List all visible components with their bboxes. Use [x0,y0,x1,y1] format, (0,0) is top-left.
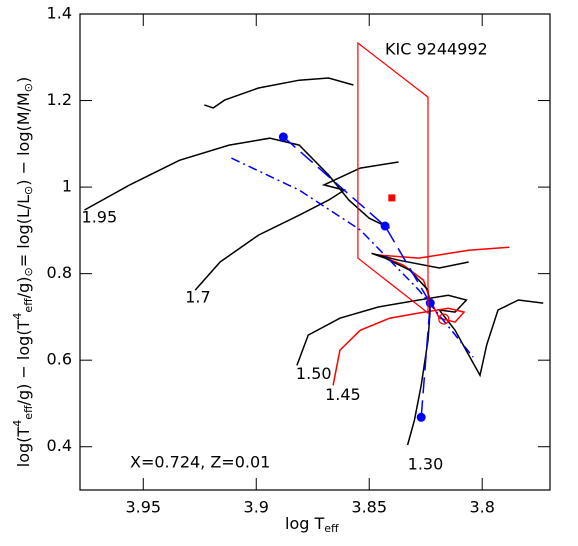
y-tick-label: 0.6 [47,350,72,369]
y-axis-label-part: ⊙ [22,186,35,195]
y-tick-label: 0.8 [47,263,72,282]
point-marker [380,221,390,231]
point-marker [278,132,288,142]
point-marker [388,194,396,202]
track-label: 1.45 [325,385,361,404]
track-line [282,136,431,418]
x-tick-label: 3.85 [351,498,387,517]
x-axis-label-part: eff [324,522,339,535]
y-axis-label-part: ⊙ [22,83,35,92]
track-line [332,246,510,386]
x-axis-label: log Teff [285,514,339,536]
y-tick-label: 0.4 [47,436,72,455]
y-axis-label-part: ) − log(M/M [14,92,33,185]
point-marker [416,412,426,422]
point-marker [438,313,450,325]
y-axis-label-part: eff [22,298,35,313]
y-axis-label-part: = log(L/L [14,195,33,267]
y-axis-label-part: ⊙ [22,267,35,276]
annotation: KIC 9244992 [385,40,488,59]
y-tick-label: 1 [62,177,72,196]
plot-frame [79,13,551,491]
y-axis-label-part: log(T [14,427,33,468]
track-line [194,161,399,291]
y-axis-label-part: 4 [11,313,24,320]
x-tick-label: 3.8 [469,498,494,517]
error-box [357,41,429,315]
x-tick-label: 3.95 [125,498,161,517]
track-line [204,77,354,109]
x-axis-label-part: log T [285,514,324,533]
track-label: 1.7 [185,288,210,307]
track-line [296,294,544,378]
track-label: 1.50 [296,364,332,383]
track-label: 1.95 [82,208,118,227]
y-tick-label: 1.2 [47,90,72,109]
track-line [231,157,474,358]
annotation: X=0.724, Z=0.01 [130,453,270,472]
y-axis-label-part: 4 [11,420,24,427]
track-label: 1.30 [408,454,444,473]
track-line [84,137,390,229]
y-axis-label-part: /g) [14,277,33,299]
y-axis-label-part: ) [14,77,33,83]
x-tick-label: 3.9 [244,498,269,517]
y-axis-label: log(T4eff/g) − log(T4eff/g)⊙= log(L/L⊙) … [11,77,35,467]
y-tick-label: 1.4 [47,4,72,23]
y-axis-label-part: /g) − log(T [14,319,33,405]
y-axis-label-part: eff [22,405,35,420]
